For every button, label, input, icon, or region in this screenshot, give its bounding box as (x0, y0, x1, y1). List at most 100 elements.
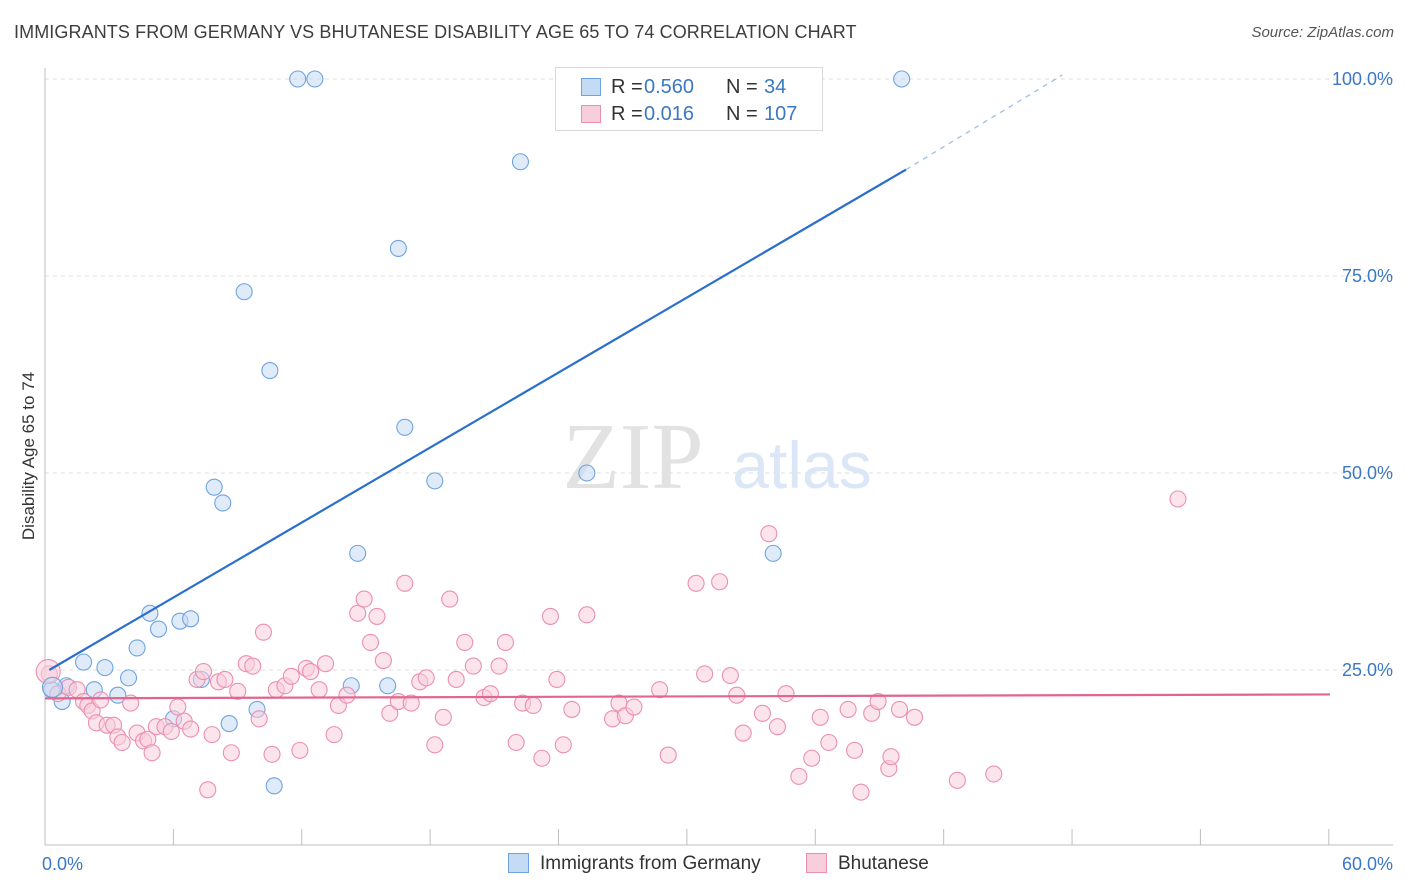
y-tick-label: 25.0% (1342, 660, 1393, 680)
point-bhutanese (578, 606, 596, 624)
trendline-germany (48, 168, 907, 671)
point-bhutanese (1169, 490, 1187, 508)
point-germany (261, 362, 279, 380)
point-bhutanese (721, 666, 739, 685)
bottom-legend-swatch-germany (508, 853, 529, 873)
point-bhutanese (760, 525, 778, 543)
point-germany (389, 239, 407, 257)
point-germany (893, 70, 911, 88)
point-bhutanese (254, 623, 273, 641)
point-bhutanese (361, 633, 380, 651)
point-bhutanese (456, 633, 474, 651)
point-bhutanese (533, 749, 551, 767)
legend-n-label: N = (726, 76, 758, 98)
point-bhutanese (541, 607, 559, 625)
point-bhutanese (734, 724, 752, 742)
point-bhutanese (696, 665, 714, 683)
point-bhutanese (820, 733, 838, 752)
point-germany (182, 610, 200, 628)
y-tick-label: 50.0% (1342, 463, 1393, 483)
point-bhutanese (291, 741, 309, 759)
point-germany (396, 418, 414, 436)
point-bhutanese (490, 657, 508, 675)
bottom-legend-label-germany: Immigrants from Germany (540, 853, 761, 874)
point-bhutanese (464, 657, 482, 675)
point-bhutanese (905, 708, 924, 726)
point-bhutanese (338, 686, 356, 704)
point-bhutanese (169, 698, 187, 716)
point-bhutanese (229, 682, 247, 700)
data-points (35, 70, 1187, 801)
point-germany (764, 544, 782, 562)
point-bhutanese (368, 607, 386, 625)
point-bhutanese (687, 574, 705, 592)
point-germany (349, 544, 367, 562)
point-germany (96, 659, 114, 677)
point-bhutanese (711, 573, 729, 591)
correlation-legend: R = 0.560 N = 34 R = 0.016 N = 107 (555, 67, 823, 131)
point-bhutanese (162, 722, 180, 741)
legend-r-label: R = (611, 103, 643, 125)
point-bhutanese (402, 694, 420, 712)
point-bhutanese (216, 670, 234, 689)
y-axis-label: Disability Age 65 to 74 (19, 372, 38, 540)
point-bhutanese (882, 748, 900, 766)
point-germany (379, 677, 397, 695)
point-germany (289, 70, 307, 88)
point-bhutanese (182, 720, 200, 738)
point-bhutanese (811, 708, 829, 726)
point-bhutanese (244, 657, 262, 675)
y-tick-label: 100.0% (1332, 69, 1393, 89)
point-germany (205, 478, 223, 496)
point-bhutanese (625, 698, 643, 716)
point-bhutanese (310, 681, 328, 699)
point-germany (306, 70, 324, 88)
legend-r-label: R = (611, 76, 643, 98)
point-bhutanese (554, 736, 572, 754)
point-germany (128, 639, 146, 657)
watermark-atlas: atlas (732, 428, 871, 502)
axes (44, 68, 1393, 846)
watermark-zip: ZIP (563, 405, 704, 509)
point-germany (426, 472, 444, 490)
point-germany (41, 676, 64, 698)
point-germany (578, 464, 596, 482)
point-bhutanese (374, 651, 392, 670)
source-credit: Source: ZipAtlas.com (1251, 24, 1394, 41)
point-bhutanese (426, 736, 444, 754)
point-bhutanese (768, 718, 787, 736)
point-bhutanese (524, 696, 542, 715)
y-tick-label: 75.0% (1342, 266, 1393, 286)
point-bhutanese (839, 700, 857, 718)
point-bhutanese (753, 704, 772, 722)
point-bhutanese (250, 710, 268, 728)
point-bhutanese (317, 655, 335, 673)
point-bhutanese (651, 681, 669, 699)
trend-lines (44, 74, 1331, 700)
trendline-bhutanese (44, 693, 1331, 700)
watermark: ZIP atlas (563, 405, 872, 509)
axis-labels: 25.0% 50.0% 75.0% 100.0% 0.0% 60.0% Disability… (19, 69, 1393, 874)
point-bhutanese (199, 781, 217, 799)
point-bhutanese (417, 669, 435, 687)
point-germany (220, 715, 238, 733)
point-germany (265, 777, 283, 795)
point-bhutanese (349, 604, 367, 622)
point-bhutanese (790, 767, 808, 785)
point-germany (75, 653, 93, 671)
point-bhutanese (803, 749, 821, 767)
point-bhutanese (396, 574, 414, 592)
point-bhutanese (496, 633, 515, 651)
point-germany (214, 494, 232, 512)
point-bhutanese (890, 700, 909, 718)
point-bhutanese (659, 746, 677, 764)
point-bhutanese (203, 726, 221, 744)
legend-n-value-germany: 34 (764, 76, 787, 98)
point-bhutanese (381, 704, 399, 722)
point-bhutanese (507, 733, 525, 752)
point-bhutanese (113, 733, 131, 752)
legend-n-label: N = (726, 103, 758, 125)
point-germany (235, 283, 253, 301)
chart-title: IMMIGRANTS FROM GERMANY VS BHUTANESE DIS… (14, 22, 857, 42)
